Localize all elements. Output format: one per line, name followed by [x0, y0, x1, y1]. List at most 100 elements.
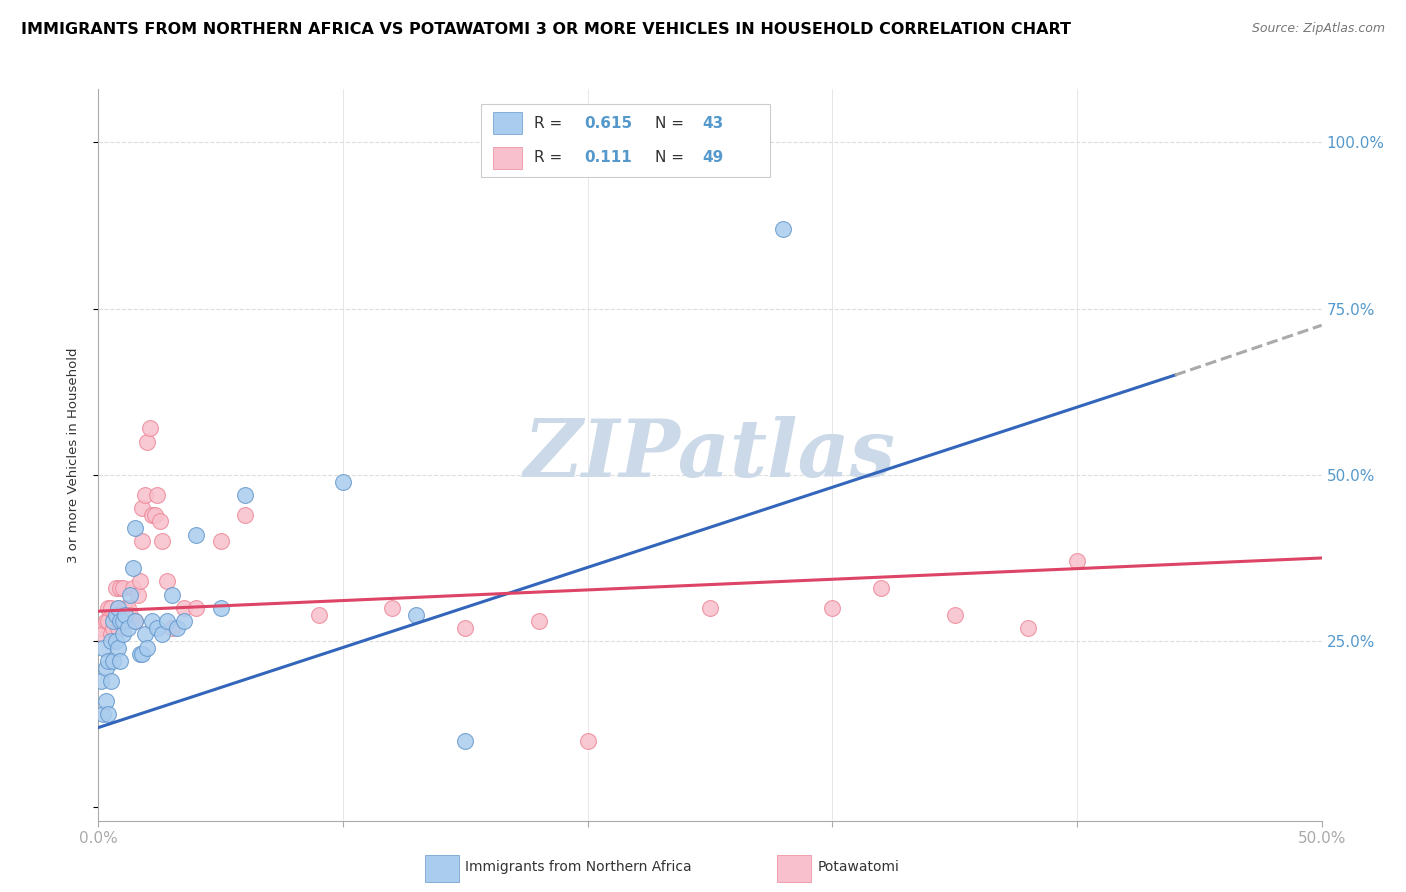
Point — [107, 621, 129, 635]
Text: N =: N = — [655, 151, 689, 165]
Point — [107, 600, 129, 615]
Point — [173, 614, 195, 628]
Text: R =: R = — [534, 151, 572, 165]
Point — [173, 600, 195, 615]
Point — [97, 614, 120, 628]
Point — [94, 694, 117, 708]
Point — [209, 534, 232, 549]
Text: 49: 49 — [703, 151, 724, 165]
Point — [97, 654, 120, 668]
Point — [156, 574, 179, 589]
Point — [97, 600, 120, 615]
Point — [943, 607, 966, 622]
Point — [101, 621, 124, 635]
Point — [94, 614, 117, 628]
Text: 0.615: 0.615 — [585, 116, 633, 130]
Bar — [425, 855, 458, 881]
Point — [146, 621, 169, 635]
Point — [121, 561, 143, 575]
Point — [117, 600, 139, 615]
Point — [405, 607, 427, 622]
Point — [134, 488, 156, 502]
Point — [124, 614, 146, 628]
Point — [127, 588, 149, 602]
Text: Potawatomi: Potawatomi — [817, 861, 900, 874]
Y-axis label: 3 or more Vehicles in Household: 3 or more Vehicles in Household — [67, 347, 80, 563]
Bar — [494, 146, 523, 169]
Point — [101, 614, 124, 628]
Point — [136, 434, 159, 449]
Point — [149, 515, 172, 529]
Point — [166, 621, 188, 635]
Point — [576, 734, 599, 748]
Point — [131, 501, 153, 516]
Point — [90, 621, 112, 635]
Point — [111, 581, 134, 595]
Point — [110, 614, 132, 628]
Point — [120, 588, 142, 602]
Point — [104, 607, 127, 622]
Point — [146, 488, 169, 502]
Point — [129, 648, 152, 662]
Point — [134, 627, 156, 641]
Point — [381, 600, 404, 615]
Point — [94, 661, 117, 675]
Point — [772, 222, 794, 236]
Point — [156, 614, 179, 628]
Text: ZIPatlas: ZIPatlas — [524, 417, 896, 493]
Text: Source: ZipAtlas.com: Source: ZipAtlas.com — [1251, 22, 1385, 36]
Point — [100, 634, 122, 648]
Point — [107, 600, 129, 615]
Point — [454, 621, 477, 635]
Point — [107, 640, 129, 655]
Point — [186, 600, 208, 615]
Point — [100, 673, 122, 688]
Point — [121, 581, 143, 595]
Point — [124, 614, 146, 628]
Point — [104, 634, 127, 648]
Point — [114, 600, 136, 615]
Point — [699, 600, 721, 615]
Point — [114, 607, 136, 622]
Point — [821, 600, 844, 615]
Point — [97, 707, 120, 722]
Point — [150, 534, 173, 549]
Point — [1066, 554, 1088, 568]
Point — [129, 574, 152, 589]
Point — [141, 614, 163, 628]
Point — [91, 707, 114, 722]
Point — [104, 581, 127, 595]
Point — [90, 673, 112, 688]
Point — [111, 614, 134, 628]
Text: 43: 43 — [703, 116, 724, 130]
Point — [233, 488, 256, 502]
Point — [120, 607, 142, 622]
Point — [100, 600, 122, 615]
Point — [150, 627, 173, 641]
Point — [91, 627, 114, 641]
Point — [101, 654, 124, 668]
Point — [131, 648, 153, 662]
FancyBboxPatch shape — [481, 104, 770, 177]
Point — [117, 621, 139, 635]
Point — [131, 534, 153, 549]
Text: IMMIGRANTS FROM NORTHERN AFRICA VS POTAWATOMI 3 OR MORE VEHICLES IN HOUSEHOLD CO: IMMIGRANTS FROM NORTHERN AFRICA VS POTAW… — [21, 22, 1071, 37]
Point — [186, 527, 208, 541]
Point — [143, 508, 166, 522]
Point — [870, 581, 893, 595]
Point — [104, 607, 127, 622]
Point — [209, 600, 232, 615]
Text: R =: R = — [534, 116, 567, 130]
Point — [160, 621, 183, 635]
Point — [527, 614, 550, 628]
Text: Immigrants from Northern Africa: Immigrants from Northern Africa — [465, 861, 692, 874]
Point — [111, 627, 134, 641]
Point — [91, 640, 114, 655]
Point — [233, 508, 256, 522]
Point — [124, 521, 146, 535]
Point — [1017, 621, 1039, 635]
Point — [139, 421, 162, 435]
Point — [110, 581, 132, 595]
Bar — [494, 112, 523, 135]
Point — [100, 627, 122, 641]
